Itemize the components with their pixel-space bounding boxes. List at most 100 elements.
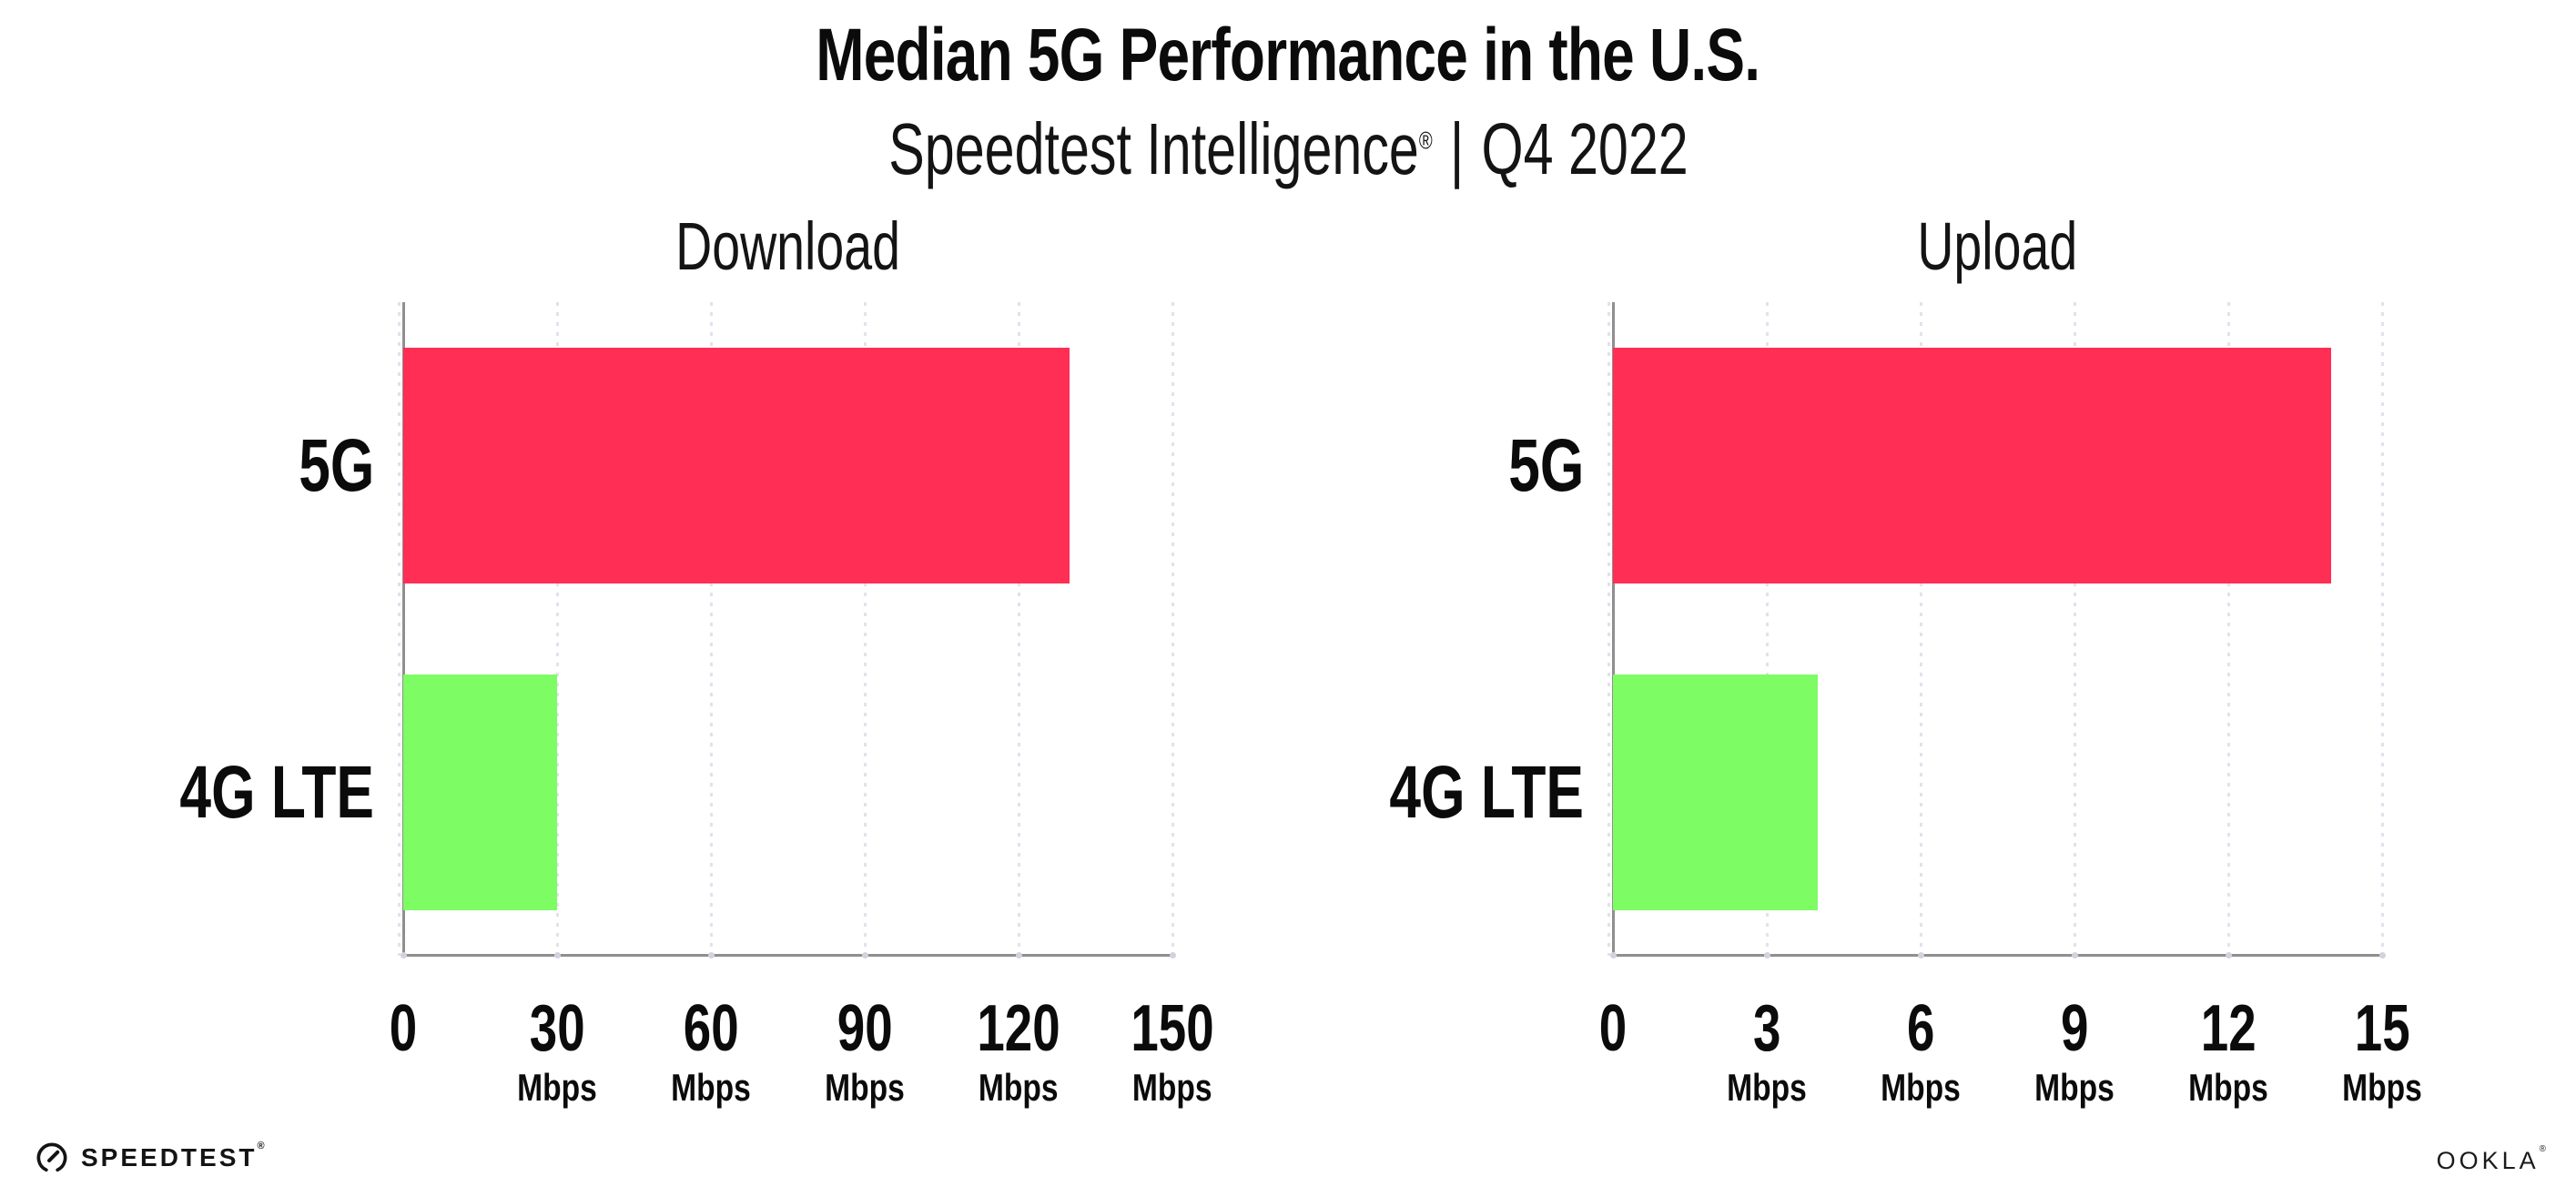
speedtest-label: SPEEDTEST [81,1143,258,1172]
chart-subtitle: Speedtest Intelligence® | Q4 2022 [0,113,2576,186]
gauge-icon [36,1142,67,1172]
subtitle-period: Q4 2022 [1481,108,1689,189]
bar-band-5g [1613,302,2382,629]
bar-5g [1613,348,2331,583]
x-tick-150: 150 Mbps [1118,996,1227,1107]
x-tick-unit: Mbps [1871,1069,1971,1107]
y-label-row-5g: 5G [1358,302,1584,629]
registered-mark: ® [1418,126,1433,155]
axis-tick-dot-15 [2379,952,2386,959]
axis-tick-dot-9 [2072,952,2078,959]
x-tick-value: 150 [1118,996,1227,1061]
download-y-axis-labels: 5G 4G LTE [148,302,374,956]
x-tick-value-text: 120 [977,992,1060,1065]
x-tick-9: 9 Mbps [2024,996,2125,1107]
subtitle-brand: Speedtest Intelligence [887,108,1419,189]
x-tick-unit-text: Mbps [2342,1066,2422,1109]
gridline-90 [864,302,867,956]
x-tick-unit-text: Mbps [1727,1066,1807,1109]
gridline-30 [556,302,559,956]
upload-chart-title-text: Upload [1917,208,2078,284]
bar-4g-lte [1613,675,1819,910]
axis-tick-dot-120 [1016,952,1022,959]
speedtest-wordmark: SPEEDTEST® [81,1141,265,1172]
x-tick-value: 0 [1595,996,1631,1061]
x-tick-value: 120 [964,996,1073,1061]
chart-footer: SPEEDTEST® OOKLA® [0,1115,2576,1197]
x-tick-12: 12 Mbps [2178,996,2278,1107]
upload-plot-area [1607,302,2386,959]
x-tick-unit: Mbps [507,1069,607,1107]
upload-plot-wrap: 5G 4G LTE [1358,302,2386,959]
download-plot-wrap: 5G 4G LTE [148,302,1176,959]
x-tick-value: 12 [2178,996,2278,1061]
y-axis-line [402,302,405,956]
y-label-5g: 5G [298,423,374,507]
x-tick-value: 9 [2024,996,2125,1061]
upload-chart-section: Upload 5G 4G LTE 0 3 Mbps 6 Mbps 9 Mbps 12 Mbps 15… [1358,208,2422,1132]
x-tick-3: 3 Mbps [1717,996,1817,1107]
x-tick-value-text: 6 [1906,992,1935,1065]
x-axis-line [401,954,1172,957]
axis-tick-dot-12 [2226,952,2232,959]
x-tick-unit: Mbps [2332,1069,2432,1107]
x-tick-unit: Mbps [661,1069,761,1107]
y-label-4g-lte: 4G LTE [179,750,374,834]
x-tick-value: 60 [661,996,761,1061]
x-tick-value: 0 [385,996,421,1061]
y-label-row-4g-lte: 4G LTE [1358,629,1584,956]
x-tick-unit: Mbps [1118,1069,1227,1107]
x-tick-value: 90 [815,996,915,1061]
upload-x-axis: 0 3 Mbps 6 Mbps 9 Mbps 12 Mbps 15 Mbps [1599,996,2422,1132]
x-tick-90: 90 Mbps [815,996,915,1107]
x-tick-value-text: 15 [2354,992,2410,1065]
gridline-0 [398,302,401,956]
bar-band-4g-lte [403,629,1172,956]
y-axis-line [1612,302,1615,956]
download-chart-title-text: Download [675,208,900,284]
x-tick-unit-text: Mbps [517,1066,597,1109]
speedtest-logo: SPEEDTEST® [35,1141,265,1175]
bar-band-5g [403,302,1172,629]
x-tick-unit: Mbps [1717,1069,1817,1107]
speedtest-registered-mark: ® [257,1141,265,1151]
x-tick-value-text: 0 [389,992,418,1065]
axis-tick-dot-150 [1170,952,1176,959]
x-tick-unit-text: Mbps [671,1066,751,1109]
page-title-text: Median 5G Performance in the U.S. [816,14,1761,96]
gridline-60 [710,302,713,956]
x-tick-unit-text: Mbps [1881,1066,1961,1109]
ookla-logo: OOKLA® [2437,1145,2546,1173]
axis-tick-dot-60 [708,952,715,959]
x-tick-60: 60 Mbps [661,996,761,1107]
x-tick-unit-text: Mbps [825,1066,905,1109]
gridline-3 [1766,302,1769,956]
axis-tick-dot-90 [862,952,868,959]
y-label-4g-lte: 4G LTE [1389,750,1584,834]
gridline-9 [2074,302,2076,956]
axis-tick-dot-0 [1610,952,1617,959]
gridline-12 [2227,302,2230,956]
bar-band-4g-lte [1613,629,2382,956]
y-label-row-4g-lte: 4G LTE [148,629,374,956]
x-tick-value: 15 [2332,996,2432,1061]
x-tick-unit: Mbps [2024,1069,2125,1107]
upload-y-axis-labels: 5G 4G LTE [1358,302,1584,956]
upload-chart-title: Upload [1613,208,2382,286]
x-axis-line [1611,954,2382,957]
gridline-120 [1018,302,1020,956]
download-chart-section: Download 5G 4G LTE 0 30 Mbps 60 Mbps 90 Mbps 120… [148,208,1213,1132]
x-tick-unit-text: Mbps [1132,1066,1212,1109]
y-label-5g: 5G [1507,423,1584,507]
gridline-6 [1920,302,1922,956]
x-tick-unit-text: Mbps [2034,1066,2115,1109]
x-tick-unit-text: Mbps [979,1066,1059,1109]
x-tick-value: 30 [507,996,607,1061]
x-tick-6: 6 Mbps [1871,996,1971,1107]
x-tick-value-text: 0 [1598,992,1628,1065]
x-tick-15: 15 Mbps [2332,996,2432,1107]
axis-tick-dot-30 [554,952,561,959]
x-tick-0: 0 [1595,996,1631,1061]
bar-5g [403,348,1070,583]
